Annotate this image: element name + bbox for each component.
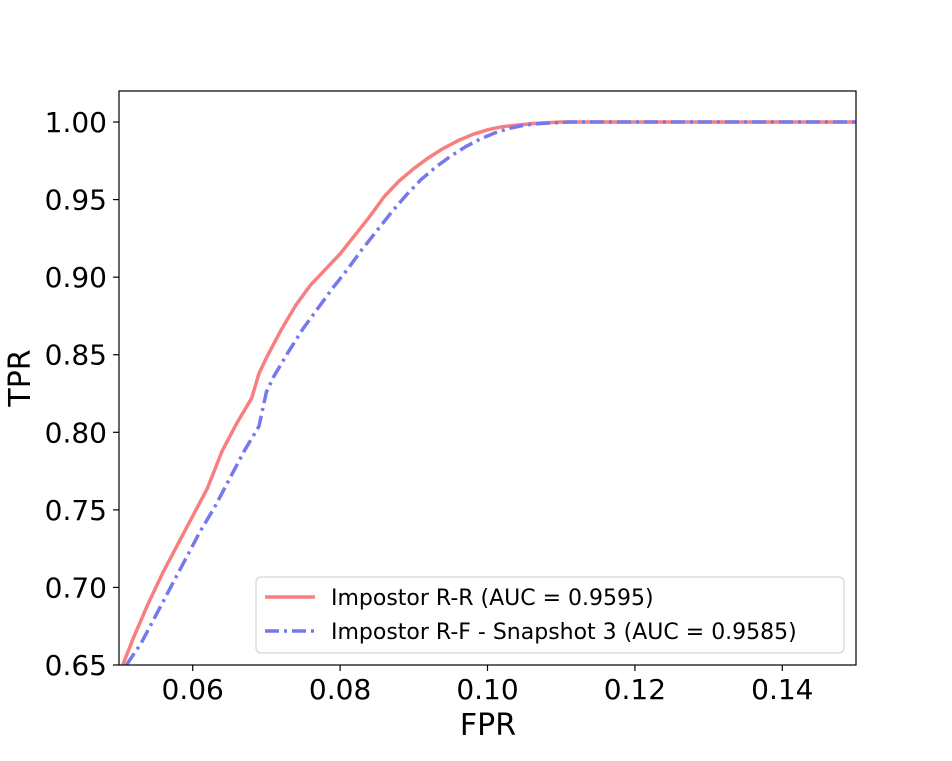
y-tick-label: 0.85 (45, 339, 107, 372)
x-tick-label: 0.14 (751, 673, 813, 706)
legend: Impostor R-R (AUC = 0.9595) Impostor R-F … (255, 576, 845, 654)
series-layer (121, 120, 856, 665)
x-tick-label: 0.10 (456, 673, 518, 706)
x-tick-label: 0.12 (604, 673, 666, 706)
legend-label-2: Impostor R-F - Snapshot 3 (AUC = 0.9585) (331, 620, 797, 645)
y-tick-label: 0.65 (45, 649, 107, 682)
y-tick-label: 0.75 (45, 494, 107, 527)
y-axis-label: TPR (3, 349, 38, 407)
x-tick-label: 0.08 (309, 673, 371, 706)
x-axis-label: FPR (460, 708, 516, 743)
series-line-2 (124, 120, 856, 665)
legend-label-1: Impostor R-R (AUC = 0.9595) (331, 586, 654, 611)
legend-box (255, 576, 845, 654)
y-tick-label: 0.95 (45, 184, 107, 217)
x-tick-label: 0.06 (162, 673, 224, 706)
y-tick-label: 0.90 (45, 261, 107, 294)
y-tick-label: 0.70 (45, 571, 107, 604)
x-axis: 0.06 0.08 0.10 0.12 0.14 (162, 665, 813, 706)
y-tick-label: 0.80 (45, 416, 107, 449)
y-axis: 0.65 0.70 0.75 0.80 0.85 0.90 0.95 1.00 (45, 106, 119, 682)
y-tick-label: 1.00 (45, 106, 107, 139)
